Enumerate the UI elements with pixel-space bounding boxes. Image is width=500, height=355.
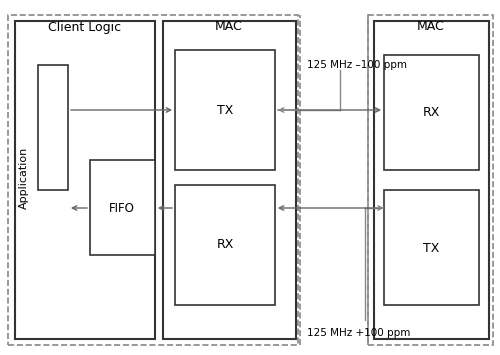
Text: RX: RX (216, 239, 234, 251)
Text: FIFO: FIFO (109, 202, 135, 214)
Bar (175, 185, 275, 305)
Text: TX: TX (423, 241, 439, 255)
Text: 125 MHz +100 ppm: 125 MHz +100 ppm (307, 328, 410, 338)
Text: Application: Application (19, 147, 29, 209)
Bar (38, 65, 68, 190)
Text: MAC: MAC (417, 21, 445, 33)
Bar (368, 15, 493, 345)
Bar (90, 160, 155, 255)
Text: MAC: MAC (215, 21, 243, 33)
Bar (8, 15, 298, 345)
Text: TX: TX (217, 104, 233, 116)
Text: RX: RX (422, 106, 440, 120)
Bar (15, 21, 155, 339)
Bar (384, 55, 479, 170)
Bar (384, 190, 479, 305)
Bar (163, 21, 296, 339)
Text: 125 MHz –100 ppm: 125 MHz –100 ppm (307, 60, 407, 70)
Bar (175, 50, 275, 170)
Text: Client Logic: Client Logic (48, 21, 122, 33)
Bar (374, 21, 489, 339)
